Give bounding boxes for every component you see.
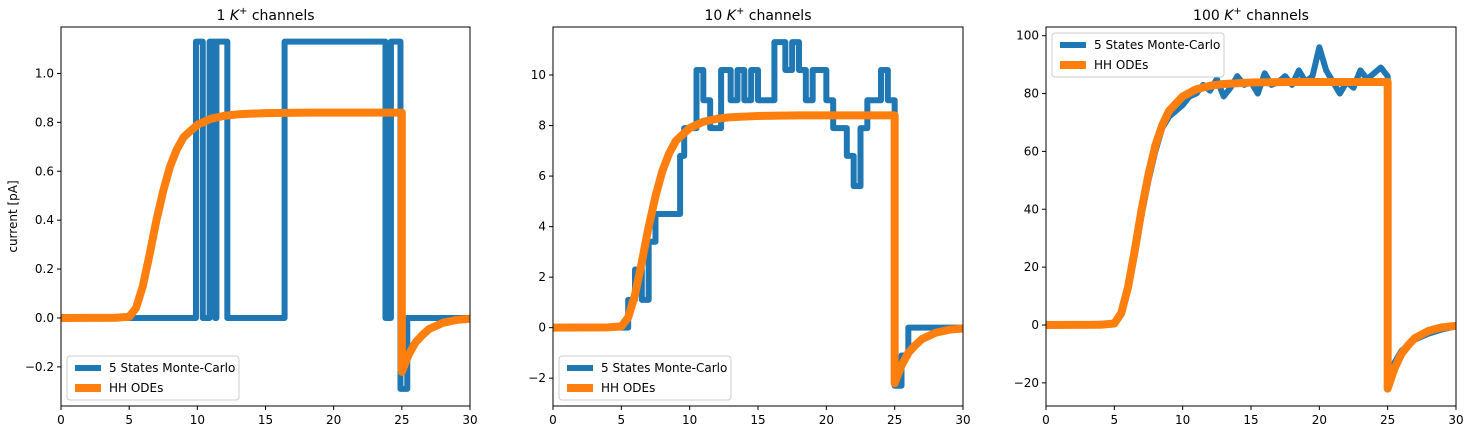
series-line-hh-odes (553, 111, 963, 388)
x-tick-label: 10 (682, 413, 697, 427)
x-tick-label: 20 (819, 413, 834, 427)
y-tick-label: 0.0 (35, 311, 54, 325)
plot-area (553, 39, 963, 389)
legend: 5 States Monte-Carlo HH ODEs (66, 355, 240, 401)
y-tick-label: 0 (538, 321, 546, 335)
y-tick-label: 0 (1031, 318, 1039, 332)
y-tick-label: 0.8 (35, 115, 54, 129)
x-tick-label: 10 (1175, 413, 1190, 427)
y-tick-label: 4 (538, 220, 546, 234)
panel-1: 0 5 10 15 20 25 30 −0.2 0.0 0.2 0.4 0.6 0.8 1.0 1 K+ c… (6, 6, 478, 427)
x-tick-label: 15 (750, 413, 765, 427)
panel-title: 1 K+ channels (216, 6, 314, 24)
x-tick-label: 10 (190, 413, 205, 427)
y-tick-label: 0.4 (35, 213, 54, 227)
panel-2: 0 5 10 15 20 25 30 −2 0 2 4 6 8 10 10 K+ channels 5 Sta… (528, 6, 970, 427)
panel-title: 100 K+ channels (1193, 6, 1309, 24)
y-tick-label: 0.2 (35, 262, 54, 276)
series-line-hh-odes (61, 108, 470, 376)
x-tick-label: 0 (549, 413, 557, 427)
y-tick-label: 100 (1016, 29, 1039, 43)
legend: 5 States Monte-Carlo HH ODEs (1051, 32, 1225, 78)
legend: 5 States Monte-Carlo HH ODEs (558, 355, 732, 401)
y-tick-label: 2 (538, 270, 546, 284)
x-tick-label: 20 (1312, 413, 1327, 427)
y-tick-label: 20 (1024, 260, 1039, 274)
x-tick-label: 5 (618, 413, 626, 427)
legend-box (1051, 32, 1225, 78)
y-tick-label: −20 (1014, 376, 1039, 390)
y-tick-label: 40 (1024, 202, 1039, 216)
x-tick-label: 15 (258, 413, 273, 427)
series-line-hh-odes (1046, 77, 1456, 393)
legend-box (558, 355, 732, 401)
legend-label: HH ODEs (601, 381, 655, 395)
x-tick-label: 30 (462, 413, 477, 427)
x-tick-label: 30 (1448, 413, 1463, 427)
legend-label: HH ODEs (109, 381, 163, 395)
x-tick-label: 0 (57, 413, 65, 427)
series-line-monte-carlo (61, 38, 470, 392)
plot-area (61, 38, 470, 392)
series-line-monte-carlo (1046, 44, 1456, 389)
legend-label: 5 States Monte-Carlo (1094, 38, 1220, 52)
y-tick-label: −2 (528, 371, 546, 385)
y-tick-label: 80 (1024, 87, 1039, 101)
y-tick-label: 8 (538, 119, 546, 133)
plot-area (1046, 44, 1456, 393)
x-tick-label: 5 (1111, 413, 1119, 427)
x-tick-label: 20 (326, 413, 341, 427)
panel-3: 0 5 10 15 20 25 30 −20 0 20 40 60 80 100 100 K+ channe… (1014, 6, 1464, 427)
y-tick-label: 0.6 (35, 164, 54, 178)
y-tick-label: 60 (1024, 144, 1039, 158)
legend-label: 5 States Monte-Carlo (109, 361, 235, 375)
legend-box (66, 355, 240, 401)
legend-label: 5 States Monte-Carlo (601, 361, 727, 375)
y-tick-label: −0.2 (25, 360, 54, 374)
y-tick-label: 10 (531, 68, 546, 82)
panel-title: 10 K+ channels (705, 6, 812, 24)
x-tick-label: 5 (125, 413, 133, 427)
x-tick-label: 25 (887, 413, 902, 427)
legend-label: HH ODEs (1094, 58, 1148, 72)
x-tick-label: 0 (1042, 413, 1050, 427)
y-tick-label: 6 (538, 169, 546, 183)
y-tick-label: 1.0 (35, 66, 54, 80)
x-tick-label: 25 (394, 413, 409, 427)
y-axis-label: current [pA] (6, 180, 20, 252)
x-tick-label: 15 (1243, 413, 1258, 427)
series-line-monte-carlo (553, 39, 963, 389)
x-tick-label: 30 (955, 413, 970, 427)
x-tick-label: 25 (1380, 413, 1395, 427)
